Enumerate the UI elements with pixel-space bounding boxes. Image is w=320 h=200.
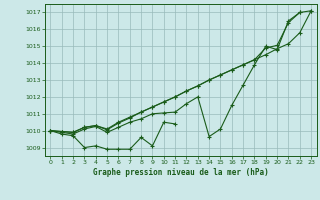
X-axis label: Graphe pression niveau de la mer (hPa): Graphe pression niveau de la mer (hPa): [93, 168, 269, 177]
